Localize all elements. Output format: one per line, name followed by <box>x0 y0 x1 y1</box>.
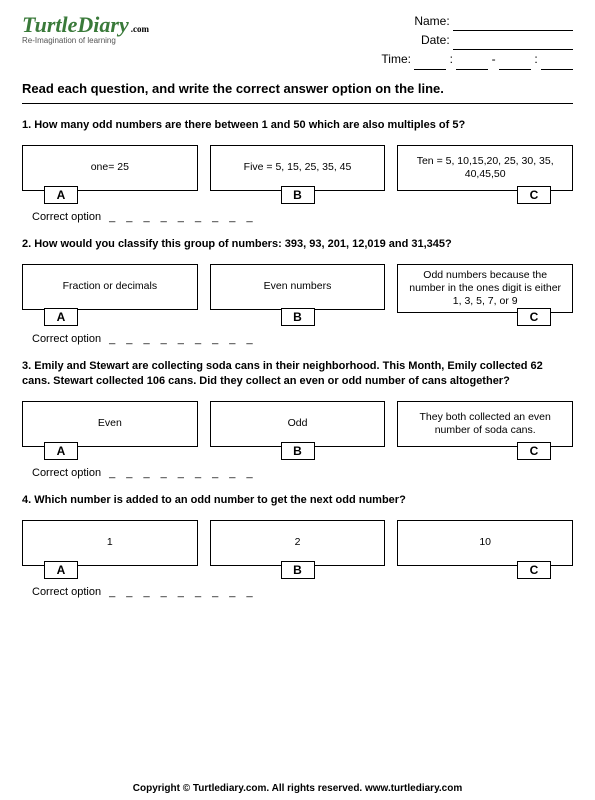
answer-blank[interactable]: _ _ _ _ _ _ _ _ _ <box>109 333 257 345</box>
time-blank-1[interactable] <box>414 58 446 70</box>
logo-tagline: Re-Imagination of learning <box>22 36 149 45</box>
logo: TurtleDiary.com Re-Imagination of learni… <box>22 12 149 45</box>
time-label: Time: <box>381 52 411 66</box>
option-box: Odd <box>210 401 386 447</box>
header-fields: Name: Date: Time: : - : <box>381 12 573 70</box>
option: 2B <box>210 520 386 566</box>
option-letter: C <box>517 186 551 204</box>
option: 1A <box>22 520 198 566</box>
date-blank[interactable] <box>453 38 573 50</box>
logo-dotcom: .com <box>131 24 149 34</box>
option-letter: A <box>44 442 78 460</box>
question-text: 2. How would you classify this group of … <box>22 237 573 252</box>
option-letter: A <box>44 308 78 326</box>
correct-option-row: Correct option _ _ _ _ _ _ _ _ _ <box>32 586 573 598</box>
question: 3. Emily and Stewart are collecting soda… <box>22 359 573 479</box>
option-box: Odd numbers because the number in the on… <box>397 264 573 313</box>
correct-label: Correct option <box>32 586 101 598</box>
option-letter: B <box>281 561 315 579</box>
time-blank-3[interactable] <box>499 58 531 70</box>
option: Odd numbers because the number in the on… <box>397 264 573 313</box>
date-label: Date: <box>421 33 450 47</box>
time-blank-4[interactable] <box>541 58 573 70</box>
header: TurtleDiary.com Re-Imagination of learni… <box>22 12 573 70</box>
question: 4. Which number is added to an odd numbe… <box>22 493 573 598</box>
logo-text: TurtleDiary <box>22 12 129 37</box>
question-text: 4. Which number is added to an odd numbe… <box>22 493 573 508</box>
option-letter: B <box>281 442 315 460</box>
option: Fraction or decimalsA <box>22 264 198 313</box>
option-box: 1 <box>22 520 198 566</box>
option-box: Even numbers <box>210 264 386 310</box>
name-blank[interactable] <box>453 19 573 31</box>
time-row: Time: : - : <box>381 50 573 69</box>
option-letter: A <box>44 186 78 204</box>
option: 10C <box>397 520 573 566</box>
question-text: 3. Emily and Stewart are collecting soda… <box>22 359 573 389</box>
questions-container: 1. How many odd numbers are there betwee… <box>22 118 573 598</box>
options-row: one= 25A Five = 5, 15, 25, 35, 45BTen = 5… <box>22 145 573 191</box>
question-text: 1. How many odd numbers are there betwee… <box>22 118 573 133</box>
correct-label: Correct option <box>32 467 101 479</box>
option: OddB <box>210 401 386 447</box>
question: 2. How would you classify this group of … <box>22 237 573 345</box>
footer: Copyright © Turtlediary.com. All rights … <box>0 783 595 794</box>
option-box: one= 25 <box>22 145 198 191</box>
option-letter: C <box>517 561 551 579</box>
option-letter: C <box>517 442 551 460</box>
options-row: 1A 2B10C <box>22 520 573 566</box>
time-blank-2[interactable] <box>456 58 488 70</box>
option-box: 10 <box>397 520 573 566</box>
option-box: They both collected an even number of so… <box>397 401 573 447</box>
correct-label: Correct option <box>32 211 101 223</box>
option-box: Even <box>22 401 198 447</box>
question: 1. How many odd numbers are there betwee… <box>22 118 573 223</box>
option: EvenA <box>22 401 198 447</box>
option: Even numbersB <box>210 264 386 313</box>
correct-option-row: Correct option _ _ _ _ _ _ _ _ _ <box>32 211 573 223</box>
name-label: Name: <box>414 14 449 28</box>
answer-blank[interactable]: _ _ _ _ _ _ _ _ _ <box>109 586 257 598</box>
divider <box>22 103 573 104</box>
option-box: Ten = 5, 10,15,20, 25, 30, 35, 40,45,50 <box>397 145 573 191</box>
option-box: Fraction or decimals <box>22 264 198 310</box>
option: They both collected an even number of so… <box>397 401 573 447</box>
date-row: Date: <box>381 31 573 50</box>
option: Five = 5, 15, 25, 35, 45B <box>210 145 386 191</box>
instruction: Read each question, and write the correc… <box>22 80 573 98</box>
logo-main: TurtleDiary.com <box>22 12 149 38</box>
name-row: Name: <box>381 12 573 31</box>
answer-blank[interactable]: _ _ _ _ _ _ _ _ _ <box>109 467 257 479</box>
option-letter: B <box>281 308 315 326</box>
option-letter: A <box>44 561 78 579</box>
correct-option-row: Correct option _ _ _ _ _ _ _ _ _ <box>32 333 573 345</box>
options-row: EvenA OddBThey both collected an even num… <box>22 401 573 447</box>
option-box: 2 <box>210 520 386 566</box>
answer-blank[interactable]: _ _ _ _ _ _ _ _ _ <box>109 211 257 223</box>
correct-option-row: Correct option _ _ _ _ _ _ _ _ _ <box>32 467 573 479</box>
option: one= 25A <box>22 145 198 191</box>
option-letter: C <box>517 308 551 326</box>
correct-label: Correct option <box>32 333 101 345</box>
options-row: Fraction or decimalsAEven numbersBOdd nu… <box>22 264 573 313</box>
option-letter: B <box>281 186 315 204</box>
option: Ten = 5, 10,15,20, 25, 30, 35, 40,45,50C <box>397 145 573 191</box>
option-box: Five = 5, 15, 25, 35, 45 <box>210 145 386 191</box>
